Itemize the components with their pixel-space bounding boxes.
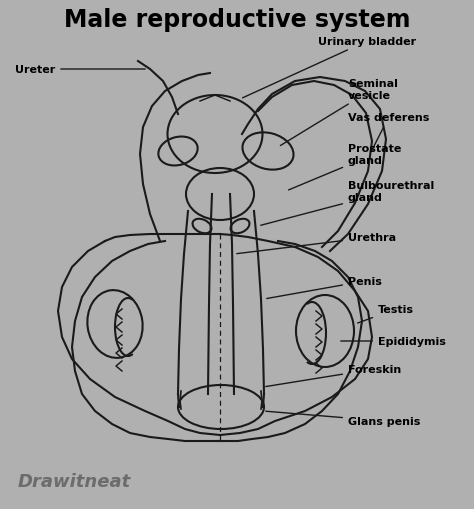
- Text: Male reproductive system: Male reproductive system: [64, 8, 410, 32]
- Text: Prostate
gland: Prostate gland: [289, 144, 401, 190]
- Text: Ureter: Ureter: [15, 65, 145, 75]
- Text: Vas deferens: Vas deferens: [348, 113, 429, 152]
- Text: Penis: Penis: [267, 276, 382, 299]
- Text: Foreskin: Foreskin: [266, 364, 401, 387]
- Text: Urinary bladder: Urinary bladder: [243, 37, 416, 99]
- Text: Urethra: Urethra: [237, 233, 396, 254]
- Text: Epididymis: Epididymis: [341, 336, 446, 346]
- Text: Drawitneat: Drawitneat: [18, 472, 131, 490]
- Text: Glans penis: Glans penis: [266, 411, 420, 426]
- Text: Seminal
vesicle: Seminal vesicle: [281, 79, 398, 146]
- Text: Testis: Testis: [357, 304, 414, 323]
- Text: Bulbourethral
gland: Bulbourethral gland: [261, 181, 434, 226]
